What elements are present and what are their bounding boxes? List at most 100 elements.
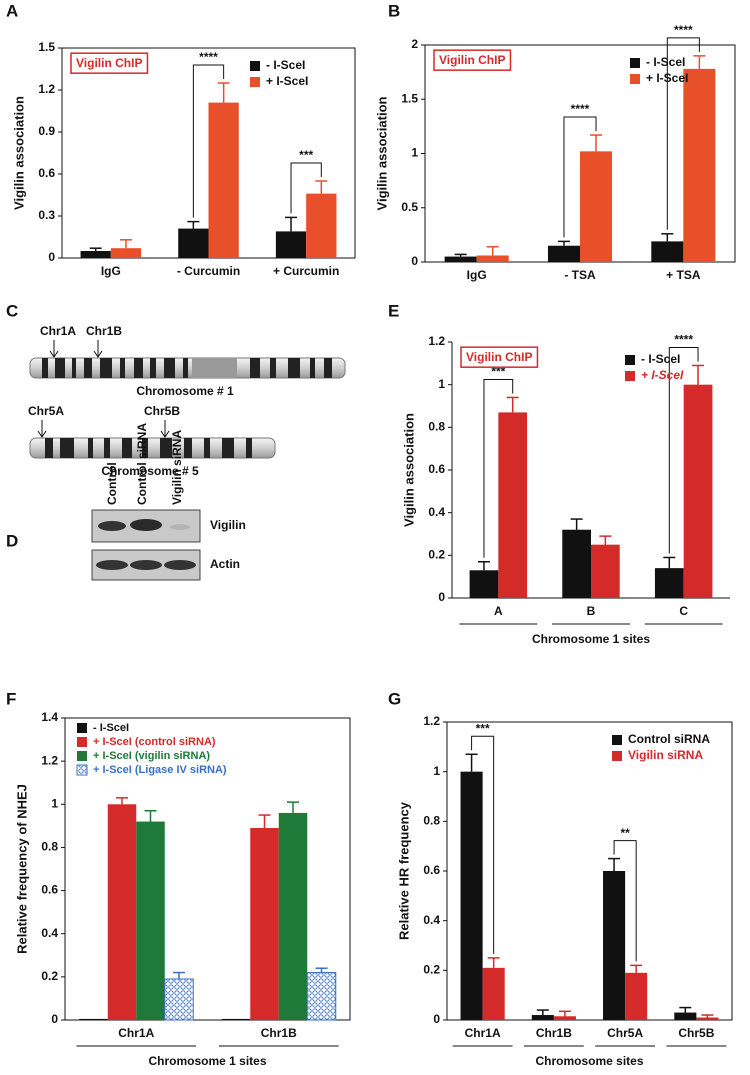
lane-label: Control siRNA: [135, 423, 149, 505]
y-tick-label: 2: [411, 37, 418, 51]
y-tick-label: 0: [433, 1012, 440, 1026]
bar-chart: G 0 0.2 0.4 0.6 0.8 1 1.2 Relative HR frequency C…: [388, 689, 733, 1068]
y-tick-label: 0.9: [38, 124, 55, 138]
legend-swatch: [630, 58, 640, 68]
label-box-text: Vigilin ChIP: [466, 350, 532, 364]
x-axis-label: Chromosome 1 sites: [148, 1054, 266, 1068]
legend-swatch: [612, 735, 622, 745]
blot-band: [98, 521, 126, 531]
y-tick-label: 1: [438, 377, 445, 391]
panel-letter: F: [6, 689, 16, 708]
arrow-head: [160, 430, 170, 438]
arrow-head: [93, 350, 103, 358]
y-axis-label: Vigilin association: [11, 96, 26, 210]
bar: [683, 68, 716, 263]
y-tick-label: 0.3: [38, 208, 55, 222]
legend-label: - I-SceI: [646, 55, 685, 69]
bar: [221, 1018, 251, 1020]
bar: [306, 193, 337, 258]
bar: [696, 1017, 719, 1020]
legend-label: + I-SceI: [266, 74, 308, 88]
y-axis-label: Relative frequency of NHEJ: [14, 784, 29, 954]
label-box: [460, 346, 539, 368]
legend-swatch: [630, 74, 640, 84]
panel-letter: E: [388, 301, 399, 320]
bar: [603, 871, 626, 1020]
chromosome-map: C Chr1A Chr1B Chromosome # 1 Chr5A Chr5B: [6, 301, 346, 478]
bar: [531, 1015, 554, 1020]
chromosome-1: [29, 357, 346, 379]
bar: [275, 231, 307, 258]
label-box-text: Vigilin ChIP: [76, 56, 142, 70]
bar: [553, 1016, 576, 1020]
significance-label: ****: [571, 102, 590, 116]
y-tick-label: 0.2: [428, 548, 445, 562]
x-tick-label: + TSA: [666, 268, 701, 282]
x-tick-label: IgG: [101, 264, 121, 278]
blot-band: [130, 560, 162, 570]
y-tick-label: 1.2: [38, 82, 55, 96]
y-axis-label: Vigilin association: [374, 96, 389, 210]
bar: [107, 804, 137, 1020]
panel-letter: B: [388, 1, 400, 20]
x-tick-label: IgG: [467, 268, 487, 282]
significance-bracket: [471, 735, 495, 954]
legend-swatch: [250, 77, 260, 87]
y-tick-label: 0: [48, 250, 55, 264]
significance-bracket: [483, 378, 514, 558]
x-axis-label: Chromosome 1 sites: [532, 632, 650, 646]
significance-label: ****: [674, 23, 693, 37]
x-tick-label: - TSA: [564, 268, 596, 282]
site-label: Chr1B: [86, 324, 122, 338]
bar: [80, 251, 111, 258]
blot-band: [130, 519, 162, 531]
significance-label: ***: [299, 148, 313, 162]
bar: [498, 412, 528, 598]
significance-label: ***: [476, 721, 490, 735]
bar: [591, 544, 620, 598]
label-box: [70, 52, 149, 74]
bar-chart: A 0 0.3 0.6 0.9 1.2 1.5 Vigilin association IgG -…: [6, 1, 356, 278]
y-tick-label: 0.4: [41, 926, 58, 940]
row-label: Actin: [210, 557, 240, 571]
y-tick-label: 0.6: [428, 462, 445, 476]
y-tick-label: 0.6: [41, 883, 58, 897]
significance-label: ***: [491, 365, 505, 379]
y-tick-label: 1: [51, 796, 58, 810]
bar: [306, 972, 337, 1021]
y-tick-label: 1: [411, 146, 418, 160]
y-tick-label: 1.2: [428, 334, 445, 348]
bar: [136, 821, 165, 1020]
significance-bracket: [666, 37, 700, 230]
y-axis-label: Relative HR frequency: [396, 801, 411, 940]
bar: [482, 967, 505, 1020]
y-tick-label: 1.4: [41, 710, 58, 724]
x-tick-label: - Curcumin: [177, 264, 240, 278]
bar: [110, 248, 142, 258]
y-tick-label: 0: [438, 590, 445, 604]
bar: [178, 228, 209, 258]
site-label: Chr5B: [144, 404, 180, 418]
legend-swatch: [625, 355, 635, 365]
x-tick-label: Chr1B: [536, 1026, 572, 1040]
legend-swatch: [625, 371, 635, 381]
y-tick-label: 0.5: [401, 200, 418, 214]
legend-swatch: [612, 751, 622, 761]
lane-label: Vigilin siRNA: [170, 430, 184, 505]
bar: [278, 812, 308, 1020]
significance-label: **: [620, 826, 630, 840]
lane-label: Control: [105, 462, 119, 505]
arrow-head: [37, 430, 47, 438]
legend-label: + I-SceI: [646, 71, 688, 85]
chromosome-label: Chromosome # 1: [136, 384, 234, 398]
y-axis-label: Vigilin association: [401, 413, 416, 527]
legend-label: + I-SceI (vigilin siRNA): [93, 750, 210, 762]
chromosome-label: Chromosome # 5: [101, 464, 199, 478]
y-tick-label: 1.2: [41, 753, 58, 767]
bar: [444, 256, 477, 262]
bar: [476, 255, 509, 262]
legend-label: - I-SceI: [266, 58, 305, 72]
x-tick-label: Chr5A: [607, 1026, 643, 1040]
legend-label: + I-SceI (control siRNA): [93, 736, 216, 748]
